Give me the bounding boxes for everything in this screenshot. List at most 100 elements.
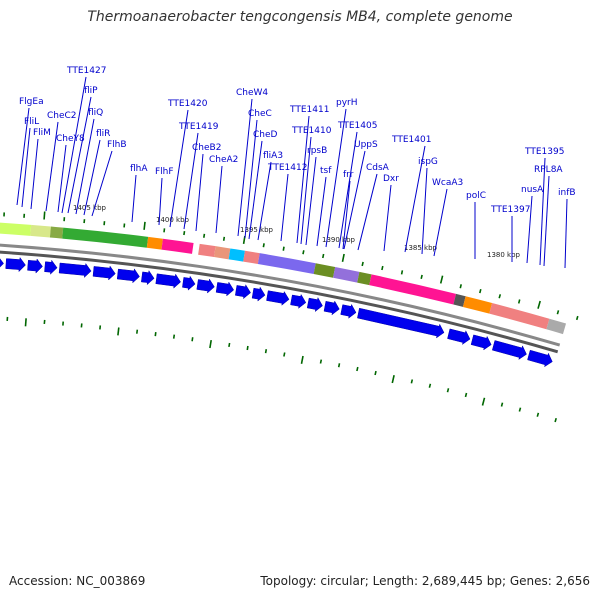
inner-tick [481,397,486,406]
gene-label-flil-leader [21,127,31,208]
inner-tick [410,379,414,384]
gene-arrow [92,265,116,281]
gene-label-chec: CheC [248,109,272,119]
gene-arrow [290,293,307,309]
gene-label-tte1427-leader [61,76,87,214]
gene-label-rpsb-leader [305,156,317,246]
outer-tick [341,253,345,262]
gene-label-nusa: nusA [521,185,544,195]
outer-tick [222,236,226,241]
outer-tick [498,294,502,299]
gene-label-flhb: FlhB [107,140,127,150]
gene-label-tsf: tsf [320,166,332,176]
inner-tick [319,359,323,364]
gene-label-tte1410: TTE1410 [291,126,332,136]
gene-arrow [470,334,492,351]
gene-label-upps: UppS [354,140,378,150]
backbone-inner-line [0,250,559,354]
inner-tick [356,366,359,372]
gene-label-flgea-leader [16,107,30,206]
gene-label-polc: polC [466,191,486,201]
accession-text: Accession: NC_003869 [9,574,146,588]
inner-tick [428,383,432,388]
gene-label-tte1411: TTE1411 [289,105,329,115]
outer-tick [556,310,560,315]
gene-label-cdsa: CdsA [366,163,390,173]
gene-label-tsf-leader [316,176,327,247]
gene-label-tte1412: TTE1412 [267,163,307,173]
gene-arrow [306,296,323,313]
gene-label-flhf-leader [158,177,163,226]
gene-label-frr: frr [343,170,354,180]
outer-tick [322,253,325,259]
gene-label-rpl8a-leader [543,175,550,267]
inner-tick [154,332,157,337]
outer-tick [400,270,404,275]
gene-label-tte1420-leader [169,109,189,228]
outer-tick [302,250,305,255]
gene-label-tte1427: TTE1427 [66,66,106,76]
outer-tick [479,289,482,294]
kbp-label: 1395 kbp [240,226,274,234]
gene-label-cheb2: CheB2 [192,143,221,153]
feature-block [489,302,550,330]
gene-label-flha-leader [131,174,137,223]
inner-tick [191,337,194,342]
gene-label-infb: infB [558,188,576,198]
outer-tick [43,211,46,220]
gene-label-wcaa3: WcaA3 [432,178,463,188]
gene-label-tte1412-leader [280,173,289,242]
feature-block [49,226,64,239]
gene-arrow [27,258,43,274]
gene-arrow [196,278,215,294]
gene-arrow [58,262,92,279]
gene-label-flhb-leader [91,150,113,217]
feature-block [369,274,457,305]
inner-tick [536,412,540,417]
gene-label-flir: fliR [96,129,110,139]
inner-tick [300,355,304,364]
gene-arrow [5,256,26,273]
gene-label-chew4-leader [237,98,253,237]
gene-arrow [357,307,445,339]
inner-tick [264,349,268,354]
gene-label-rpsb: rpsB [307,146,327,156]
feature-block [228,248,245,262]
gene-label-chew4: CheW4 [236,88,268,98]
gene-label-ispg: ispG [418,157,438,167]
inner-tick [209,339,212,349]
outer-tick [459,284,462,289]
gene-label-flia3: fliA3 [263,151,283,161]
outer-tick [183,230,186,236]
gene-label-infb-leader [564,198,568,269]
gene-label-rpl8a: RPL8A [534,165,563,175]
inner-tick [374,370,377,376]
kbp-label: 1380 kbp [487,251,521,259]
kbp-label: 1390 kbp [322,236,356,244]
gene-arrow [44,259,58,275]
gene-label-chey8-leader [57,144,67,213]
feature-block [243,250,260,265]
gene-label-tte1401: TTE1401 [391,135,431,145]
gene-label-chec2: CheC2 [47,111,77,121]
outer-tick [420,274,423,279]
outer-tick [439,275,444,284]
gene-label-tte1405: TTE1405 [337,121,377,131]
gene-label-chea2: CheA2 [209,155,238,165]
gene-arrow [182,275,196,291]
gene-label-ched: CheD [253,130,278,140]
gene-arrow [116,268,140,284]
inner-tick [24,318,27,327]
feature-block [213,246,231,260]
gene-label-tte1395-leader [539,157,546,266]
gene-label-flip-leader [67,96,92,214]
gene-label-wcaa3-leader [433,188,448,257]
gene-label-tte1397: TTE1397 [490,205,530,215]
gene-arrow [251,286,266,302]
inner-tick [228,342,231,348]
gene-arrow [340,303,357,319]
inner-tick [246,345,249,351]
gene-arrow [491,340,527,360]
gene-label-flim-leader [30,138,39,210]
